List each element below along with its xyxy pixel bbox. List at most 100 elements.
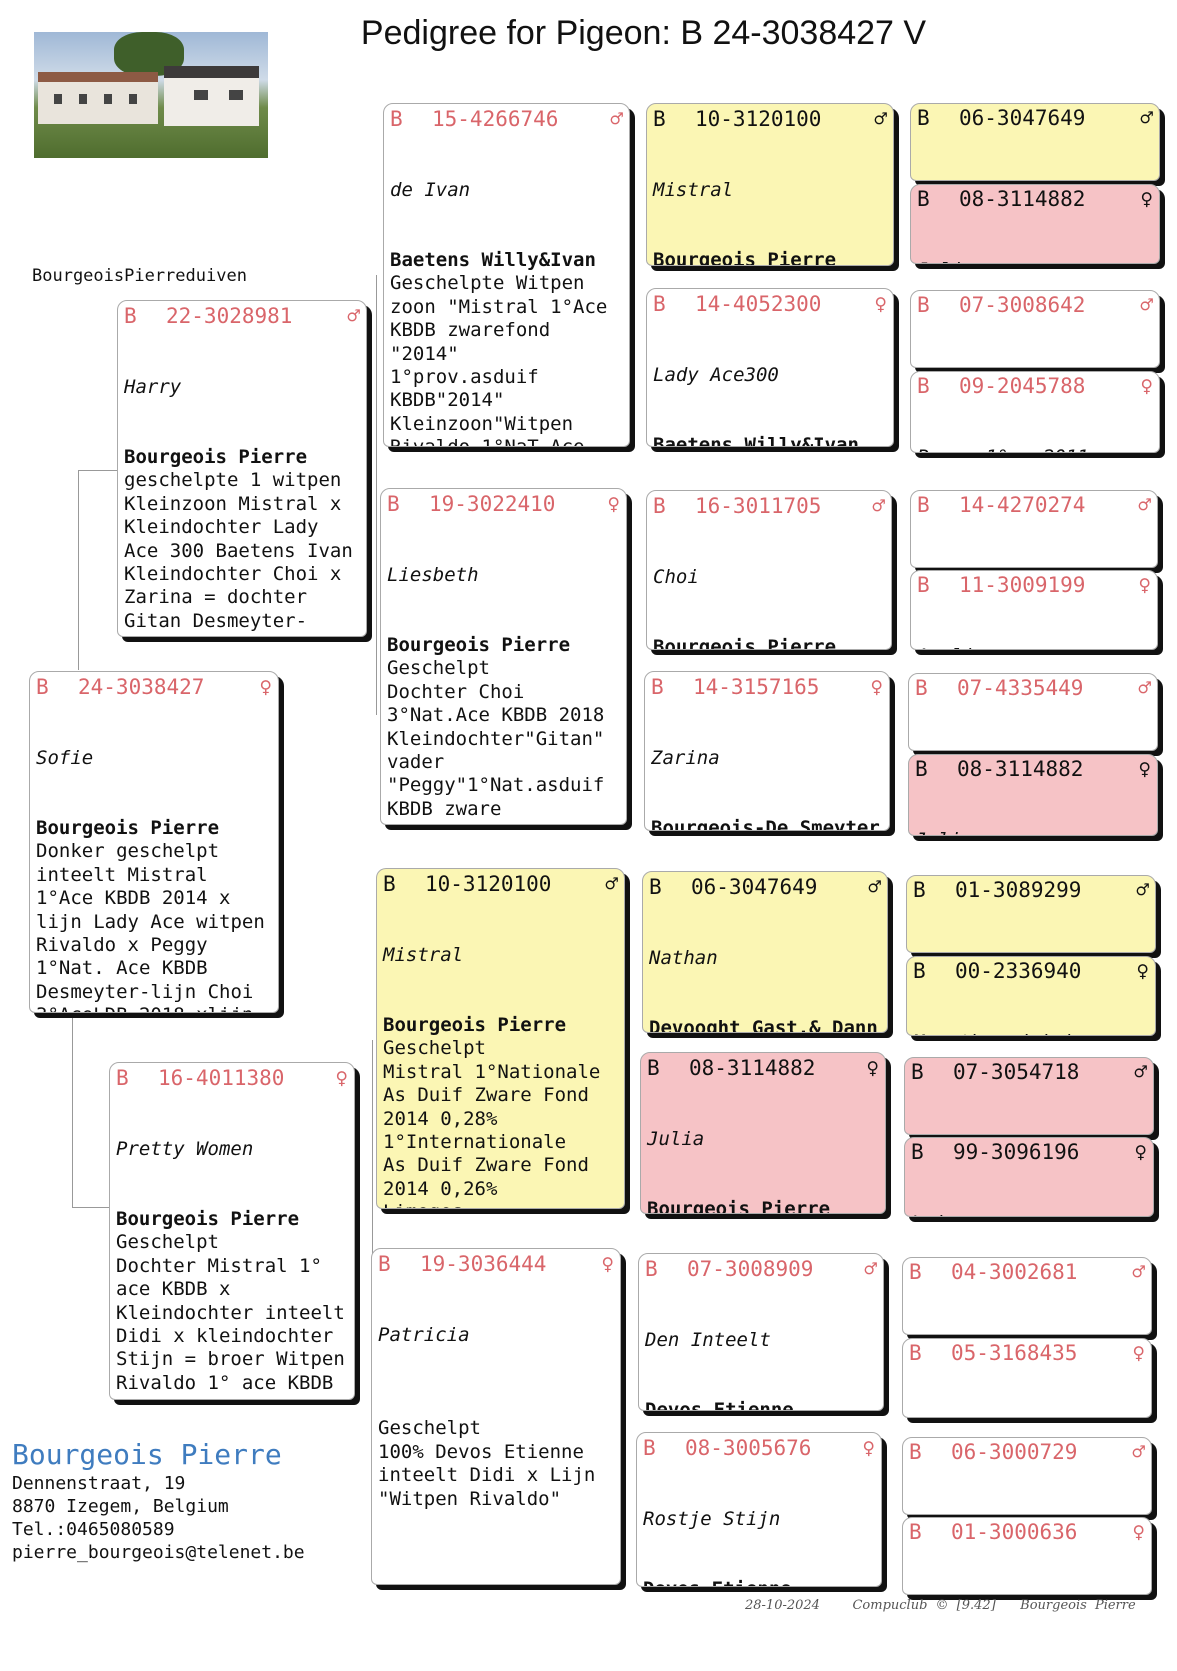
pigeon-note: 2014 0,28% [383,1107,498,1130]
sex-icon: ♂ [1138,493,1151,517]
pigeon-note: Gitan Desmeyter- [124,609,308,632]
pigeon-name: Rostje Stijn [643,1507,781,1530]
pigeon-card[interactable]: B 11-3009199 ♀ Amalie x Bourgeois Pierre [910,570,1158,650]
country-code: B [647,1056,660,1080]
ring-number: 01-3000636 [951,1520,1078,1544]
pigeon-card[interactable]: B 07-3008909 ♂ Den Inteelt Devos Etienne… [638,1253,884,1411]
pigeon-card[interactable]: B 07-3054718 ♂ Rambo Bourgeois Pierre [904,1057,1154,1135]
sex-icon: ♂ [1134,1060,1147,1084]
pigeon-note: ace KBDB x [116,1278,231,1301]
ring-line: B 16-3011705 ♂ [653,494,885,519]
sex-icon: ♀ [1132,1520,1145,1544]
pigeon-note: Desmeyter-lijn Choi [36,980,254,1003]
sex-icon: ♀ [862,1436,875,1460]
pigeon-name: de Ivan [390,178,471,201]
pigeon-note: KBDB zwarefond [390,319,551,342]
pigeon-card[interactable]: B 01-3000636 ♀ Limoges Carteus Carteus G… [902,1517,1152,1595]
ring-number: 06-3047649 [959,106,1086,130]
pigeon-card[interactable]: B 19-3022410 ♀ Liesbeth Bourgeois Pierre… [380,488,627,825]
pigeon-card[interactable]: B 07-3008642 ♂ Witpen Rivaldo 1°ace Devo… [910,290,1160,368]
pigeon-name: Inteelt Didi [909,1332,1145,1334]
pigeon-name: Lady Ace300 [653,363,779,386]
pigeon-card[interactable]: B 14-4270274 ♂ Joost De Smeyter-Restiaen [910,490,1158,568]
pigeon-card[interactable]: B 01-3089299 ♂ Jonge Manu direct son 1°a… [906,875,1156,953]
ring-number: 07-4335449 [957,676,1084,700]
country-code: B [653,292,666,316]
ring-line: B 22-3028981 ♂ [124,304,360,329]
ring-number: 05-3168435 [951,1341,1078,1365]
pigeon-note: Ace 300 Baetens Ivan [124,539,353,562]
pigeon-name: Mistral [653,178,734,201]
pigeon-card[interactable]: B 16-3011705 ♂ Choi Bourgeois PierreGesc… [646,490,892,650]
pigeon-card[interactable]: B 08-3114882 ♀ Julia Bourgeois PierreGes… [640,1052,886,1214]
pigeon-note: Zarina = dochter [124,586,308,609]
pigeon-card[interactable]: B 00-2336940 ♀ Marathon-duivin Michiels … [906,956,1156,1036]
pigeon-card[interactable]: B 15-4266746 ♂ de Ivan Baetens Willy&Iva… [383,103,630,447]
pigeon-card[interactable]: B 06-3000729 ♂ Stijn br witpen riva Devo… [902,1437,1152,1515]
pigeon-owner: Bourgeois-De Smeyter [651,817,880,831]
ring-number: 07-3008909 [687,1257,814,1281]
pigeon-note: Didi x kleindochter [116,1325,334,1348]
pigeon-card[interactable]: B 14-4052300 ♀ Lady Ace300 Baetens Willy… [646,288,894,447]
pigeon-name: Julia [647,1127,705,1150]
country-code: B [909,1520,922,1544]
contact-block: Bourgeois Pierre Dennenstraat, 19 8870 I… [12,1438,305,1564]
ring-number: 19-3036444 [420,1252,547,1276]
sex-icon: ♀ [1134,1140,1147,1164]
pigeon-card[interactable]: B 08-3005676 ♀ Rostje Stijn Devos Etienn… [636,1432,882,1587]
ring-line: B 15-4266746 ♂ [390,107,623,132]
pigeon-card[interactable]: B 10-3120100 ♂ Mistral Bourgeois PierreG… [646,103,894,266]
pigeon-note: Geschelpt [116,1231,219,1254]
pigeon-card[interactable]: B 04-3002681 ♂ Inteelt Didi Devos Etienn… [902,1257,1152,1335]
pigeon-card[interactable]: B 05-3168435 ♀ [902,1338,1152,1418]
pigeon-card[interactable]: B 08-3114882 ♀ Julia Bourgeois Pierre [908,754,1158,836]
pigeon-note: inteelt Mistral [36,863,208,886]
pigeon-card[interactable]: B 99-3096196 ♀ Lais Bourgeois Pierre [904,1137,1154,1217]
footer-software: Compuclub © [9.42] [852,1598,996,1613]
country-code: B [653,107,666,131]
pigeon-name: Marathon-duivin [913,1031,1149,1035]
connector-line [372,1040,373,1420]
pigeon-name: Witpen Rivaldo 1°ace [917,365,1153,367]
sex-icon: ♀ [1140,187,1153,211]
pigeon-note: 1°prov.asduif [390,366,539,389]
ring-line: B 07-3008909 ♂ [645,1257,877,1282]
pigeon-card[interactable]: B 07-4335449 ♂ Gitan De Smeyter-Restiaen [908,673,1158,751]
pigeon-owner [378,1394,614,1417]
sex-icon: ♀ [870,675,883,699]
country-code: B [913,878,926,902]
pigeon-card[interactable]: B 06-3047649 ♂ Nathan Devooght Gast.& Da… [642,871,888,1033]
sex-icon: ♀ [259,675,272,699]
sex-icon: ♂ [1132,1440,1145,1464]
connector-line [78,470,79,670]
ring-line: B 07-3008642 ♂ [917,293,1153,318]
pigeon-note: As Duif Zware Fond [383,1154,589,1177]
sex-icon: ♀ [1138,757,1151,781]
country-code: B [917,106,930,130]
pigeon-card[interactable]: B 22-3028981 ♂ Harry Bourgeois Pierre ges… [117,300,367,637]
sex-icon: ♂ [864,1257,877,1281]
pigeon-name: Lais [911,1212,1147,1216]
pigeon-note: "2014" [390,342,459,365]
pigeon-card[interactable]: B 16-4011380 ♀ Pretty Women Bourgeois Pi… [109,1062,355,1400]
pigeon-card[interactable]: B 24-3038427 ♀ Sofie Bourgeois Pierre Don… [29,671,279,1013]
pigeon-name: Harry [124,375,182,398]
pigeon-note: Kleinzoon"Witpen [390,412,574,435]
pigeon-card[interactable]: B 08-3114882 ♀ Julia Bourgeois Pierre [910,184,1160,264]
country-code: B [915,757,928,781]
contact-email: pierre_bourgeois@telenet.be [12,1542,305,1563]
pigeon-note: Restiaen x Julia [124,633,360,636]
ring-line: B 06-3047649 ♂ [649,875,881,900]
country-code: B [917,187,930,211]
pigeon-card[interactable]: B 19-3036444 ♀ Patricia Geschelpt 100% De… [371,1248,621,1585]
pigeon-card[interactable]: B 14-3157165 ♀ Zarina Bourgeois-De Smeyt… [644,671,890,831]
pigeon-name: Gitan [915,748,1151,750]
pigeon-card[interactable]: B 06-3047649 ♂ Nathan Devooght Gast.& Da… [910,103,1160,181]
pigeon-note: Stijn = broer Witpen [116,1348,345,1371]
country-code: B [917,573,930,597]
ring-number: 10-3120100 [695,107,822,131]
pigeon-name: Joost [917,565,1151,567]
pigeon-card[interactable]: B 09-2045788 ♀ Peggy 1°ace2011verry De S… [910,371,1160,453]
pigeon-note: Geschelpt [378,1417,481,1440]
